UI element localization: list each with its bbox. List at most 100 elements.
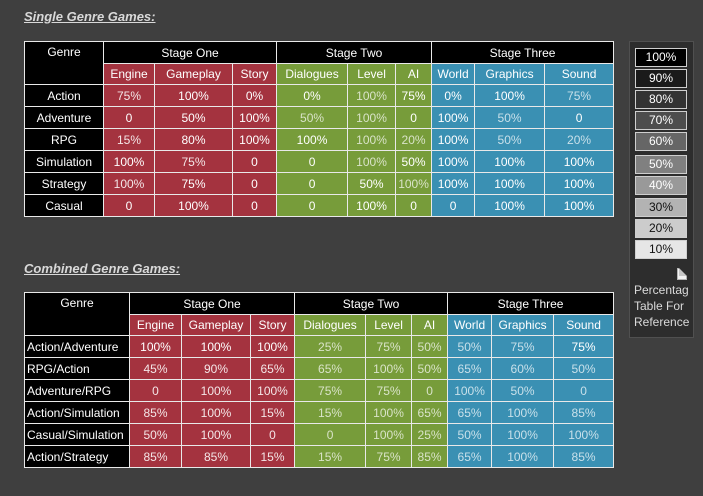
value-cell: 15% [249,401,296,424]
value-cell: 100% [181,379,251,402]
value-cell: 0 [276,172,349,195]
value-cell: 0 [544,106,615,129]
value-cell: 50% [347,172,397,195]
legend-item-20: 20% [635,219,687,238]
value-cell: 75% [365,379,413,402]
value-cell: 100% [474,194,546,217]
value-cell: 100% [491,423,555,446]
legend-item-10: 10% [635,240,687,259]
table-row: Adventure/RPG 0 100% 100% 75% 75% 0 100%… [24,379,615,402]
table-row: Adventure 0 50% 100% 50% 100% 0 100% 50%… [24,106,615,129]
value-cell: 100% [249,379,296,402]
value-cell: 50% [447,423,493,446]
genre-cell: Adventure/RPG [24,379,130,402]
legend-item-100: 100% [635,48,687,67]
value-cell: 100% [249,335,296,358]
value-cell: 100% [431,128,476,151]
subheader-engine: Engine [103,63,155,85]
value-cell: 65% [294,357,367,380]
value-cell: 100% [544,194,615,217]
value-cell: 0 [276,194,349,217]
legend-item-30: 30% [635,198,687,217]
subheader-story: Story [231,63,278,85]
value-cell: 100% [491,401,555,424]
value-cell: 75% [553,335,615,358]
subheader-sound: Sound [544,63,615,85]
table-row: RPG/Action 45% 90% 65% 65% 100% 50% 65% … [24,357,615,380]
value-cell: 100% [447,379,493,402]
value-cell: 100% [474,84,546,107]
value-cell: 85% [129,445,182,468]
legend-caption: Percentag Table For Reference [634,283,690,329]
value-cell: 50% [276,106,349,129]
value-cell: 50% [474,128,546,151]
value-cell: 100% [544,150,615,173]
subheader-dialogues: Dialogues [276,63,349,85]
subheader-ai: AI [411,314,449,336]
document-icon[interactable] [677,268,687,280]
percentage-legend: 100% 90% 80% 70% 60% 50% 40% 30% 20% 10%… [629,41,694,338]
genre-cell: RPG/Action [24,357,130,380]
subheader-story: Story [249,314,296,336]
value-cell: 0 [231,194,278,217]
value-cell: 100% [181,335,251,358]
value-cell: 15% [294,401,367,424]
value-cell: 100% [347,150,397,173]
value-cell: 50% [154,106,233,129]
value-cell: 100% [544,172,615,195]
stage-two-header: Stage Two [294,292,449,315]
value-cell: 80% [154,128,233,151]
subheader-sound: Sound [553,314,615,336]
value-cell: 0% [276,84,349,107]
value-cell: 85% [181,445,251,468]
value-cell: 100% [347,194,397,217]
value-cell: 100% [474,150,546,173]
value-cell: 0 [395,106,433,129]
value-cell: 75% [154,150,233,173]
value-cell: 100% [181,423,251,446]
value-cell: 100% [103,150,155,173]
subheader-ai: AI [395,63,433,85]
value-cell: 0 [103,106,155,129]
value-cell: 75% [294,379,367,402]
table-row: RPG 15% 80% 100% 100% 100% 20% 100% 50% … [24,128,615,151]
table-subheader-row: Engine Gameplay Story Dialogues Level AI… [25,63,615,85]
subheader-dialogues: Dialogues [294,314,367,336]
value-cell: 100% [395,172,433,195]
value-cell: 0 [231,172,278,195]
value-cell: 100% [231,128,278,151]
value-cell: 50% [447,335,493,358]
legend-item-40: 40% [635,176,687,195]
genre-cell: Strategy [24,172,104,195]
value-cell: 100% [474,172,546,195]
table-stage-row: Genre Stage One Stage Two Stage Three [24,41,615,85]
value-cell: 0 [249,423,296,446]
subheader-gameplay: Gameplay [181,314,251,336]
value-cell: 100% [431,172,476,195]
value-cell: 100% [347,128,397,151]
value-cell: 20% [395,128,433,151]
table-row: Action/Simulation 85% 100% 15% 15% 100% … [24,401,615,424]
subheader-level: Level [365,314,413,336]
value-cell: 100% [431,150,476,173]
value-cell: 0% [431,84,476,107]
value-cell: 0 [553,379,615,402]
value-cell: 45% [129,357,182,380]
subheader-engine: Engine [129,314,182,336]
value-cell: 0 [411,379,449,402]
value-cell: 100% [347,84,397,107]
value-cell: 65% [447,357,493,380]
genre-column-header: Genre [24,292,130,336]
subheader-gameplay: Gameplay [154,63,233,85]
subheader-level: Level [347,63,397,85]
value-cell: 75% [544,84,615,107]
value-cell: 20% [544,128,615,151]
value-cell: 100% [154,84,233,107]
legend-item-70: 70% [635,111,687,130]
value-cell: 85% [553,445,615,468]
genre-cell: Action [24,84,104,107]
genre-cell: Casual/Simulation [24,423,130,446]
value-cell: 65% [411,401,449,424]
value-cell: 100% [347,106,397,129]
